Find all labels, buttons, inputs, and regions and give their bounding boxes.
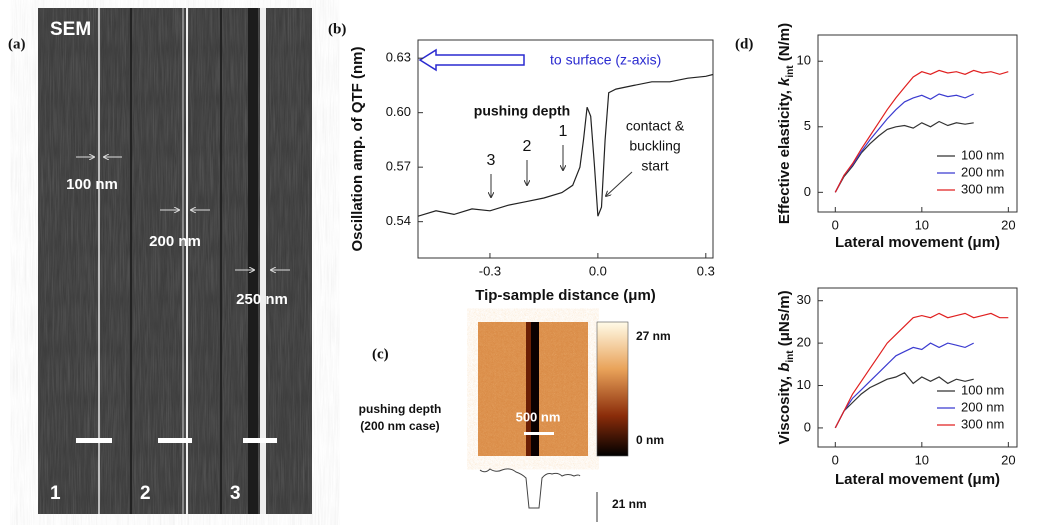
width-label: 100 nm [66, 176, 118, 193]
x-tick-label: 10 [915, 452, 929, 467]
caption: pushing depth [359, 402, 442, 416]
strip-number: 3 [230, 483, 241, 504]
series-line [418, 73, 713, 217]
direction-label: to surface (z-axis) [550, 52, 661, 68]
legend-label: 100 nm [961, 147, 1004, 162]
y-axis-label-part: (μNs/m) [776, 290, 793, 350]
x-axis-label: Lateral movement (μm) [835, 234, 1000, 251]
y-tick-label: 0.57 [386, 159, 411, 174]
y-tick-label: 0.54 [386, 213, 411, 228]
panel-label: (d) [735, 36, 753, 52]
sem-texture [38, 8, 312, 514]
panel-c: (c) pushing depth (200 nm case) 500 nm 2… [359, 321, 671, 522]
panel-label: (c) [372, 346, 389, 362]
series-line [834, 69, 1009, 193]
x-tick-label: 0 [832, 452, 839, 467]
plot-frame [417, 39, 714, 259]
afm-groove [531, 322, 539, 456]
y-axis-label-part: (N/m) [776, 23, 793, 66]
scale-bar [158, 438, 192, 443]
annotation: buckling [629, 138, 680, 154]
y-axis-label-part: int [785, 65, 796, 78]
x-tick-label: 0.0 [589, 263, 607, 278]
color-bar-label: 27 nm [636, 329, 671, 343]
color-bar-label: 0 nm [636, 433, 664, 447]
strip-number: 1 [50, 483, 61, 504]
annotation: 3 [487, 152, 496, 169]
arrow [606, 171, 633, 196]
y-tick-label: 10 [797, 53, 811, 68]
y-tick-label: 0 [804, 184, 811, 199]
annotation: contact & [626, 118, 685, 134]
y-axis-label-part: Viscosity, [776, 372, 793, 445]
scale-bar [243, 438, 277, 443]
y-axis-label: Effective elasticity, kint (N/m) [776, 23, 796, 224]
color-bar [596, 321, 629, 457]
legend-label: 200 nm [961, 164, 1004, 179]
annotation: start [641, 158, 668, 174]
panel-b: (b) to surface (z-axis) pushing depth 1 … [328, 21, 685, 197]
y-axis-label: Viscosity, bint (μNs/m) [776, 290, 796, 444]
plot-frame [817, 34, 1018, 213]
scale-bar [524, 432, 554, 435]
y-tick-label: 5 [804, 118, 811, 133]
scale-label: 500 nm [516, 409, 561, 424]
direction-arrow [418, 48, 525, 72]
x-tick-label: 0 [832, 217, 839, 232]
y-tick-label: 0.60 [386, 104, 411, 119]
x-axis-label: Lateral movement (μm) [835, 471, 1000, 488]
annotation: 2 [523, 138, 532, 155]
y-axis-label-part: int [785, 350, 796, 363]
width-label: 200 nm [149, 233, 201, 250]
y-axis-label-part: b [776, 363, 793, 372]
x-tick-label: -0.3 [479, 263, 501, 278]
y-tick-label: 30 [797, 292, 811, 307]
series-line [834, 342, 974, 429]
x-tick-label: 10 [915, 217, 929, 232]
y-axis-label: Oscillation amp. of QTF (nm) [349, 46, 366, 251]
chart: 0 10 20 0 10 20 30 Lateral movement (μm) Viscosi… [776, 287, 1018, 488]
legend-label: 100 nm [961, 382, 1004, 397]
depth-label: 21 nm [612, 497, 647, 511]
y-tick-label: 20 [797, 335, 811, 350]
y-axis-label-part: Effective elasticity, [776, 86, 793, 224]
profile [479, 468, 581, 509]
legend-label: 200 nm [961, 399, 1004, 414]
wire-shadow [248, 8, 258, 514]
image-title: SEM [50, 19, 91, 40]
plot-frame [817, 287, 1018, 448]
y-tick-label: 0 [804, 419, 811, 434]
legend-label: 300 nm [961, 181, 1004, 196]
charts: -0.3 0.0 0.3 0.54 0.57 0.60 0.63 Tip-sample dis… [349, 23, 1018, 488]
y-tick-label: 10 [797, 377, 811, 392]
series-line [834, 372, 974, 429]
annotation: pushing depth [474, 103, 570, 119]
annotation: 1 [559, 123, 568, 140]
panel-label: (b) [328, 21, 346, 37]
chart: 0 10 20 0 5 10 Lateral movement (μm) Effective … [776, 23, 1018, 251]
wire [260, 8, 266, 514]
strip-number: 2 [140, 483, 151, 504]
caption: (200 nm case) [360, 419, 439, 433]
panel-a: (a) SEM 100 nm 200 nm 250 nm 1 2 3 [8, 8, 312, 514]
afm-groove [526, 322, 532, 456]
series-line [834, 93, 974, 193]
legend-label: 300 nm [961, 416, 1004, 431]
width-label: 250 nm [236, 291, 288, 308]
series-line [834, 120, 974, 193]
chart: -0.3 0.0 0.3 0.54 0.57 0.60 0.63 Tip-sample dis… [349, 39, 715, 304]
x-tick-label: 20 [1001, 217, 1015, 232]
x-axis-label: Tip-sample distance (μm) [475, 287, 656, 304]
scale-bar [76, 438, 112, 443]
x-tick-label: 0.3 [697, 263, 715, 278]
y-tick-label: 0.63 [386, 50, 411, 65]
y-axis-label-part: k [776, 77, 793, 86]
x-tick-label: 20 [1001, 452, 1015, 467]
panel-label: (a) [8, 36, 26, 52]
series-line [834, 312, 1009, 429]
